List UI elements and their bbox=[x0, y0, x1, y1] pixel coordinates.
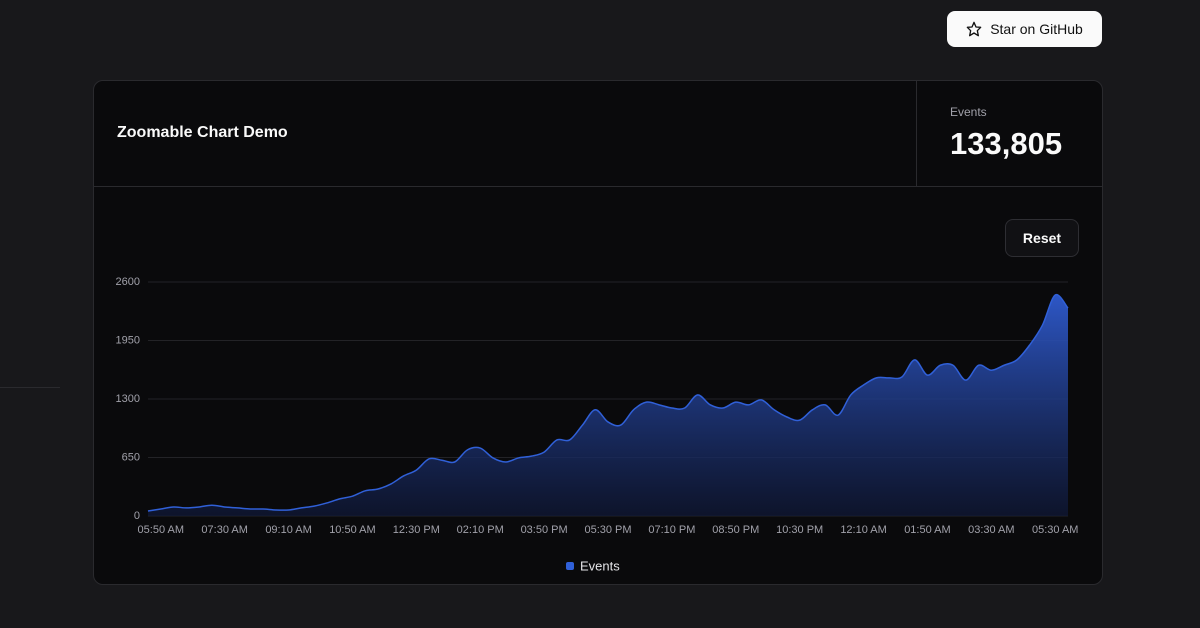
area bbox=[148, 294, 1068, 516]
x-tick-label: 08:50 PM bbox=[712, 524, 759, 536]
github-button[interactable]: Star on GitHub bbox=[947, 11, 1102, 47]
divider bbox=[916, 81, 917, 186]
x-tick-label: 12:10 AM bbox=[840, 524, 886, 536]
x-tick-label: 09:10 AM bbox=[265, 524, 311, 536]
divider bbox=[0, 387, 60, 388]
x-tick-label: 03:30 AM bbox=[968, 524, 1014, 536]
y-tick-label: 2600 bbox=[116, 276, 140, 288]
y-tick-label: 0 bbox=[134, 510, 140, 522]
x-tick-label: 02:10 PM bbox=[457, 524, 504, 536]
x-tick-label: 12:30 PM bbox=[393, 524, 440, 536]
reset-button[interactable]: Reset bbox=[1005, 219, 1079, 257]
y-tick-label: 650 bbox=[122, 451, 140, 463]
x-tick-label: 10:50 AM bbox=[329, 524, 375, 536]
area-line bbox=[147, 293, 1069, 512]
y-tick-label: 1300 bbox=[116, 393, 140, 405]
x-tick-label: 05:30 PM bbox=[584, 524, 631, 536]
legend-swatch bbox=[566, 562, 574, 570]
github-label: Star on GitHub bbox=[990, 21, 1083, 37]
x-tick-label: 05:50 AM bbox=[138, 524, 184, 536]
x-tick-label: 03:50 PM bbox=[521, 524, 568, 536]
divider bbox=[93, 186, 1103, 187]
stat-label: Events bbox=[950, 105, 987, 119]
legend-label: Events bbox=[580, 558, 620, 573]
x-tick-label: 10:30 PM bbox=[776, 524, 823, 536]
x-tick-label: 07:30 AM bbox=[201, 524, 247, 536]
card-title: Zoomable Chart Demo bbox=[117, 124, 288, 141]
x-tick-label: 07:10 PM bbox=[648, 524, 695, 536]
x-tick-label: 01:50 AM bbox=[904, 524, 950, 536]
star-icon bbox=[966, 21, 982, 37]
y-tick-label: 1950 bbox=[116, 334, 140, 346]
x-tick-label: 05:30 AM bbox=[1032, 524, 1078, 536]
stat-value: 133,805 bbox=[950, 126, 1063, 161]
